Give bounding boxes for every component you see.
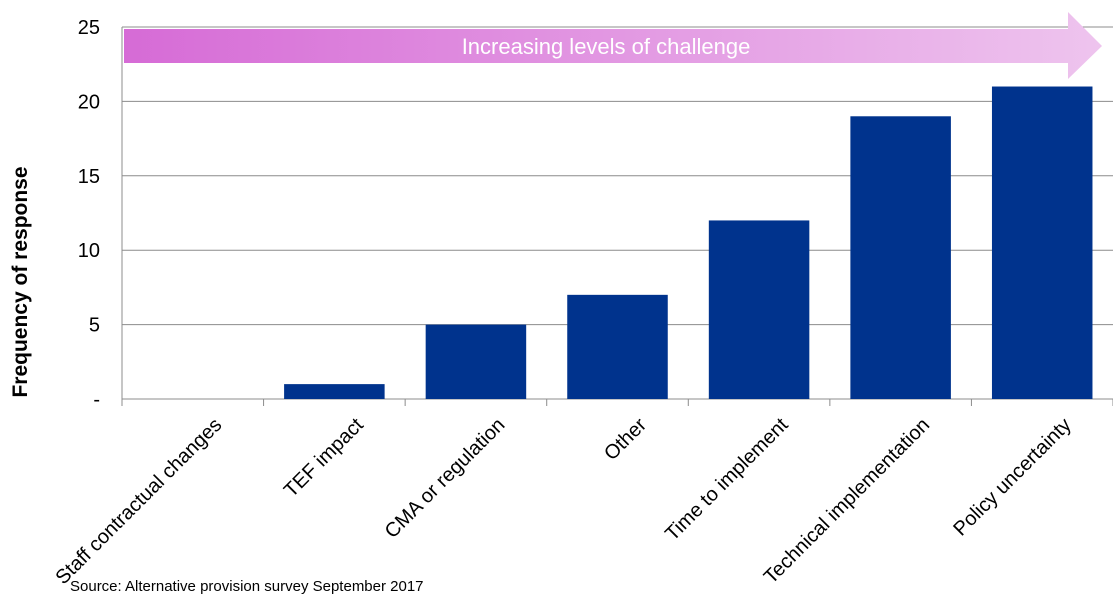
challenge-arrow-label: Increasing levels of challenge — [462, 34, 751, 59]
y-tick-label: 25 — [78, 17, 100, 39]
y-axis-label: Frequency of response — [9, 166, 32, 397]
x-category-label: TEF impact — [280, 414, 368, 502]
x-category-label: Policy uncertainty — [949, 414, 1075, 540]
bars — [284, 86, 1093, 400]
y-tick-label: 5 — [89, 315, 100, 337]
bar — [284, 384, 385, 399]
challenge-arrow: Increasing levels of challenge — [124, 12, 1102, 79]
challenge-arrow-shape — [124, 12, 1102, 79]
x-category-label: Other — [600, 414, 651, 465]
bar — [708, 220, 810, 399]
source-note: Source: Alternative provision survey Sep… — [70, 578, 424, 595]
y-tick-label: 20 — [78, 91, 100, 113]
y-tick-label: 10 — [78, 240, 100, 262]
bar — [991, 86, 1093, 400]
gridlines — [122, 26, 1113, 326]
y-tick-label: - — [93, 389, 100, 411]
x-category-labels: Staff contractual changes TEF impact CMA o… — [51, 414, 1075, 589]
x-category-label: CMA or regulation — [381, 414, 510, 543]
y-tick-labels: - 5 10 15 20 25 — [78, 17, 100, 411]
y-tick-label: 15 — [78, 166, 100, 188]
bar — [567, 294, 668, 399]
bar — [425, 324, 527, 399]
bar — [850, 116, 951, 399]
x-category-label: Time to implement — [661, 414, 793, 546]
x-category-label: Technical implementation — [760, 414, 934, 588]
x-category-label: Staff contractual changes — [51, 414, 226, 589]
